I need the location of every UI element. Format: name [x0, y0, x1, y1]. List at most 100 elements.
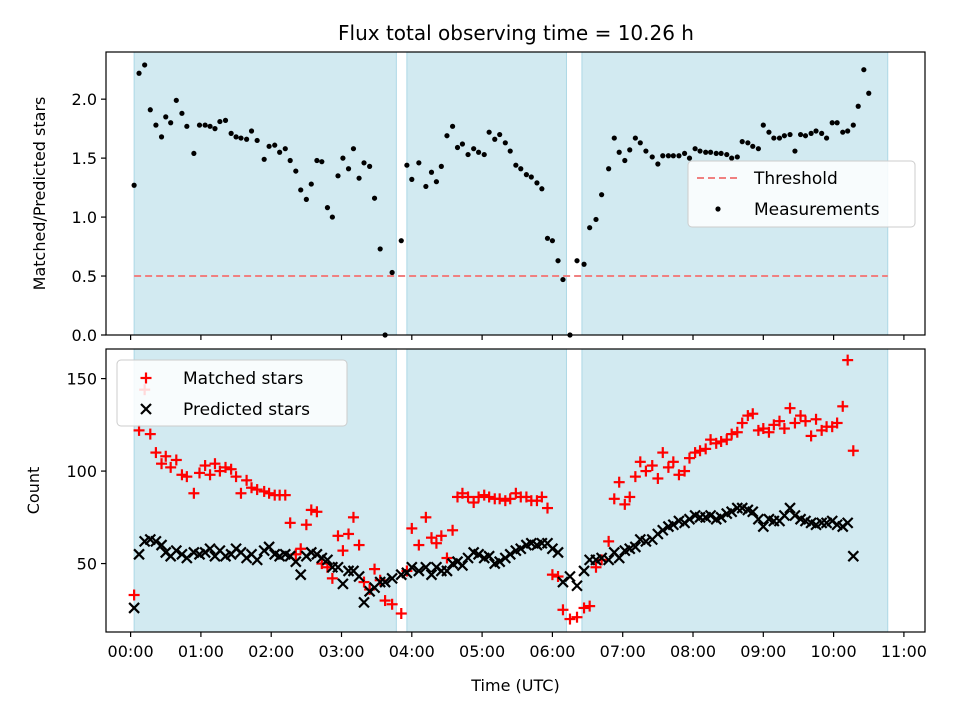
measurement-point [655, 161, 661, 167]
measurement-point [819, 130, 825, 136]
measurement-point [750, 143, 756, 149]
predicted-star-point [789, 509, 801, 522]
matched-star-point [300, 519, 312, 531]
predicted-star-point-b [546, 542, 559, 555]
matched-star-point [726, 428, 738, 440]
predicted-star-point [133, 548, 145, 561]
predicted-star-point-b [150, 535, 162, 548]
predicted-star-point-b [353, 570, 365, 583]
matched-star-point [634, 456, 646, 468]
x-tick-label: 09:00 [740, 642, 786, 661]
measurement-point [734, 154, 740, 160]
matched-star-point [652, 472, 664, 484]
measurement-point [202, 122, 208, 128]
measurement-point [433, 179, 440, 185]
measurement-point [724, 151, 730, 158]
measurement-point [324, 205, 331, 211]
matched-star-point [220, 461, 232, 473]
measurement-point [797, 131, 804, 138]
matched-star-point [483, 491, 495, 503]
predicted-star-point-b [629, 541, 642, 553]
matched-star-point [773, 415, 785, 427]
predicted-star-point [752, 513, 765, 525]
matched-star-point [430, 537, 442, 549]
matched-star-point [799, 415, 811, 427]
predicted-star-point-b [263, 541, 275, 553]
measurement-point [361, 160, 367, 166]
x-tick-label: 04:00 [389, 642, 435, 661]
measurement-point [428, 169, 435, 175]
matched-star-point [662, 461, 674, 473]
predicted-star-point [629, 541, 642, 553]
measurement-point [713, 150, 719, 157]
predicted-star-point [564, 570, 576, 583]
matched-star-point [230, 471, 242, 483]
legend-measurements-swatch [715, 206, 721, 212]
measurement-point [670, 153, 676, 159]
matched-star-point [468, 497, 480, 509]
predicted-star-point-b [613, 552, 625, 564]
y-tick-label: 0.0 [72, 326, 97, 345]
matched-star-point [536, 491, 548, 503]
predicted-star-point-b [235, 546, 247, 559]
observing-window-1 [133, 51, 397, 336]
predicted-star-point [353, 570, 365, 583]
measurement-point [158, 134, 165, 140]
matched-star-point [263, 487, 275, 499]
matched-star-point [246, 482, 258, 494]
predicted-star-point-b [789, 509, 801, 522]
predicted-star-point-b [799, 515, 812, 527]
measurement-point [627, 147, 633, 153]
measurement-point [389, 269, 395, 276]
matched-star-point [736, 417, 748, 429]
measurement-point [444, 133, 450, 139]
measurement-point [834, 120, 840, 126]
measurement-point [481, 151, 487, 158]
predicted-star-point [657, 524, 669, 537]
matched-star-point [613, 476, 625, 488]
matched-star-point [386, 598, 398, 610]
x-tick-label: 11:00 [881, 642, 927, 661]
measurement-point [861, 67, 867, 73]
predicted-star-point [571, 579, 583, 592]
measurement-point [196, 122, 203, 128]
predicted-star-point-b [715, 511, 727, 524]
x-axis-label: Time (UTC) [470, 676, 559, 695]
matched-star-point [694, 445, 706, 457]
matched-star-point [160, 450, 172, 462]
matched-star-point [176, 469, 188, 481]
measurement-point [398, 238, 404, 244]
measurement-point [308, 181, 314, 187]
predicted-star-point [413, 565, 425, 577]
y-tick-label: 1.0 [72, 208, 97, 227]
matched-star-point [789, 417, 801, 429]
predicted-star-point-b [245, 548, 258, 561]
matched-star-point [624, 491, 636, 503]
matched-star-point [144, 428, 156, 440]
measurement-point [293, 168, 299, 174]
measurement-point [277, 149, 283, 155]
predicted-star-point-b [704, 509, 717, 522]
predicted-star-point-b [763, 513, 775, 525]
matched-star-point [128, 589, 140, 601]
measurement-point [459, 141, 466, 147]
measurement-point [184, 123, 190, 129]
matched-star-point [763, 426, 775, 438]
matched-star-point [343, 528, 355, 540]
measurement-point [329, 214, 335, 220]
predicted-star-point-b [742, 504, 754, 516]
matched-star-point [337, 545, 349, 557]
matched-star-point [596, 554, 608, 566]
matched-star-point [316, 558, 328, 570]
predicted-star-point-b [294, 568, 307, 581]
measurement-point [449, 123, 456, 129]
measurement-point [829, 120, 835, 126]
matched-star-point [165, 461, 177, 473]
predicted-star-point [150, 535, 162, 548]
matched-star-point [784, 402, 796, 414]
predicted-star-point-b [689, 509, 701, 522]
predicted-star-point [128, 602, 140, 614]
y-tick-label: 150 [66, 370, 97, 389]
matched-star-point [332, 530, 344, 542]
